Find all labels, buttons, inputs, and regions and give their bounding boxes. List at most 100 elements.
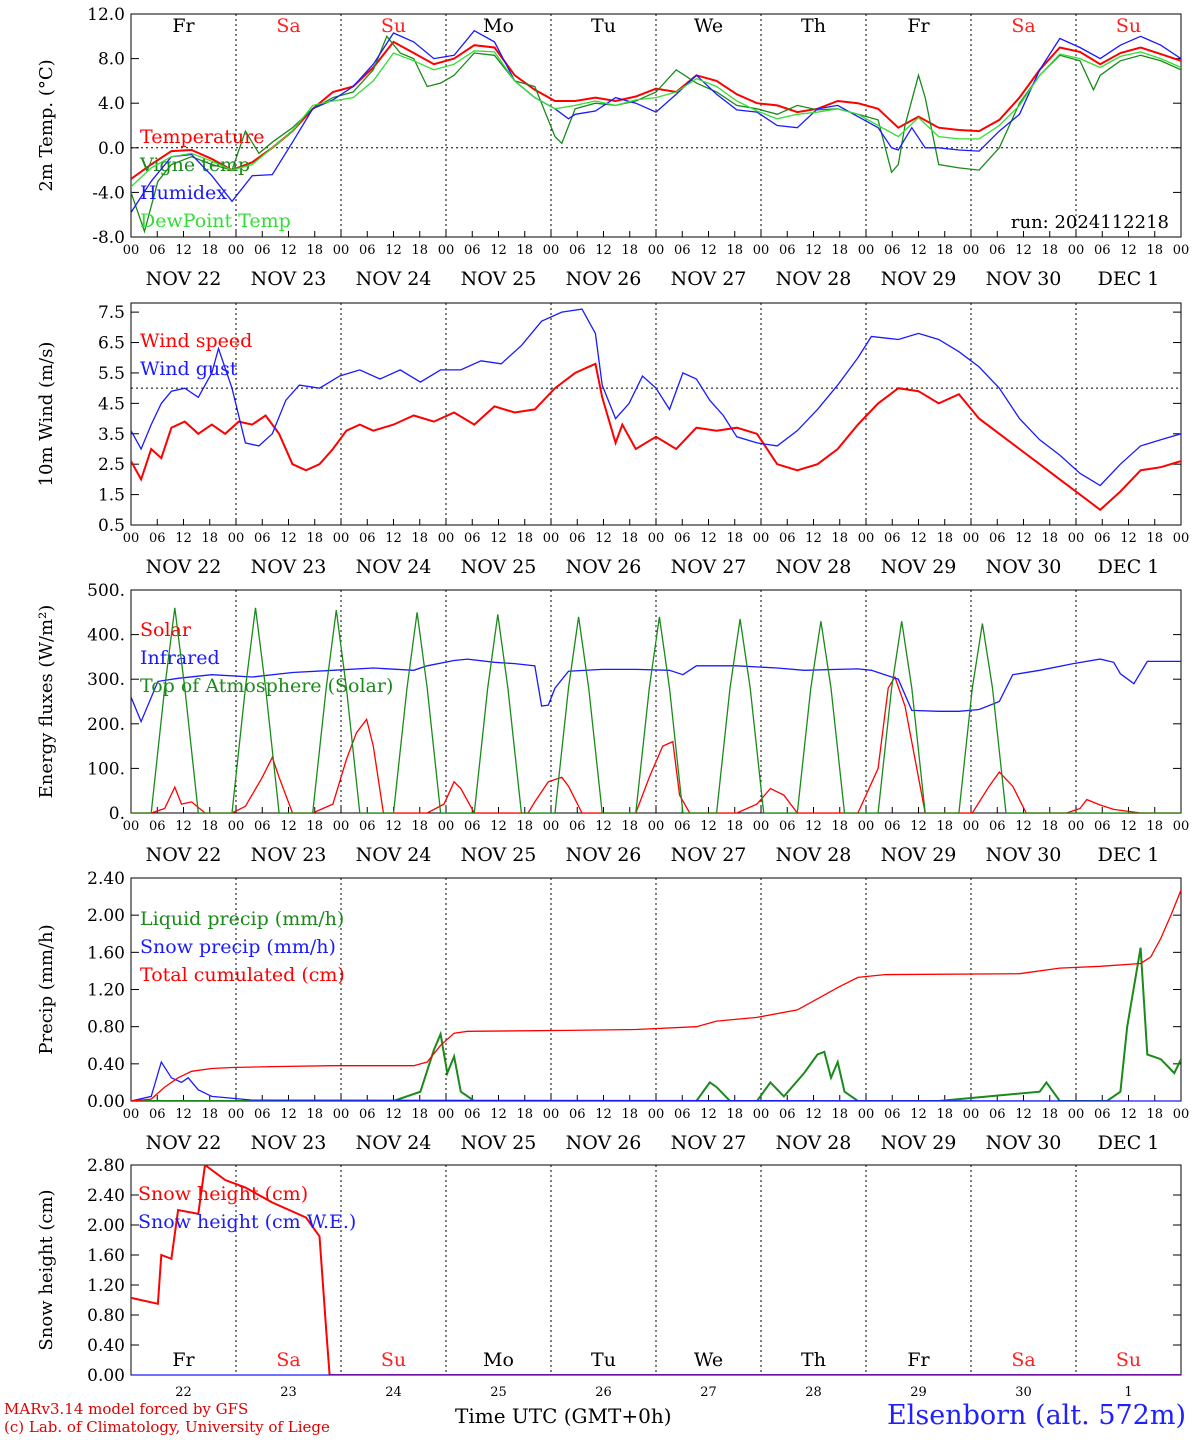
x-date-label: NOV 30 <box>986 1132 1062 1154</box>
x-hour-label: 06 <box>464 1107 481 1122</box>
x-day-label: 24 <box>385 1385 402 1400</box>
x-hour-label: 06 <box>359 531 376 546</box>
x-date-label: NOV 26 <box>566 268 642 290</box>
y-tick-label: 1.20 <box>87 981 125 1001</box>
x-hour-label: 18 <box>831 819 848 834</box>
x-hour-label: 06 <box>884 1107 901 1122</box>
legend-label: Wind gust <box>140 358 238 380</box>
x-hour-label: 12 <box>1120 531 1137 546</box>
y-tick-label: 0.00 <box>87 1366 125 1386</box>
y-tick-label: 3.5 <box>98 425 125 445</box>
x-hour-label: 12 <box>1015 819 1032 834</box>
x-day-label: 25 <box>490 1385 507 1400</box>
x-date-label: DEC 1 <box>1098 844 1160 866</box>
x-hour-label: 18 <box>1041 243 1058 258</box>
y-tick-label: 300. <box>87 670 125 690</box>
x-hour-label: 06 <box>884 243 901 258</box>
x-hour-label: 06 <box>884 531 901 546</box>
x-hour-label: 18 <box>1041 819 1058 834</box>
x-date-label: NOV 24 <box>356 556 432 578</box>
x-date-label: NOV 25 <box>461 268 537 290</box>
series-wind-gust <box>131 308 1181 487</box>
y-tick-label: 400. <box>87 626 125 646</box>
x-hour-label: 18 <box>621 531 638 546</box>
series-temperature <box>131 40 1181 180</box>
x-hour-label: 12 <box>805 243 822 258</box>
x-hour-label: 06 <box>779 1107 796 1122</box>
weekday-label: Th <box>801 15 826 37</box>
y-tick-label: 0.80 <box>87 1018 125 1038</box>
x-date-label: NOV 27 <box>671 556 747 578</box>
x-hour-label: 00 <box>963 531 980 546</box>
x-date-label: NOV 23 <box>251 1132 327 1154</box>
x-hour-label: 12 <box>805 1107 822 1122</box>
y-tick-label: 500. <box>87 581 125 601</box>
x-hour-label: 00 <box>333 819 350 834</box>
x-date-label: NOV 24 <box>356 844 432 866</box>
x-date-label: DEC 1 <box>1098 556 1160 578</box>
panel-2: 7.5 6.5 5.5 4.5 3.5 2.5 1.5 0.5 10m Wind (m/s) 00… <box>36 302 1190 578</box>
x-hour-label: 18 <box>306 243 323 258</box>
weekday-label: Su <box>381 15 406 37</box>
x-hour-label: 00 <box>648 1107 665 1122</box>
y-tick-label: 2.80 <box>87 1156 125 1176</box>
x-date-label: NOV 23 <box>251 844 327 866</box>
x-hour-label: 12 <box>805 819 822 834</box>
x-hour-label: 12 <box>595 531 612 546</box>
x-hour-label: 18 <box>936 819 953 834</box>
x-hour-label: 00 <box>438 1107 455 1122</box>
y-tick-label: 0.40 <box>87 1336 125 1356</box>
x-hour-label: 00 <box>228 819 245 834</box>
x-hour-label: 06 <box>254 1107 271 1122</box>
model-credit: MARv3.14 model forced by GFS <box>4 1400 249 1418</box>
panel-5: 2.80 2.40 2.00 1.60 1.20 0.80 0.40 0.00 Snow hei… <box>36 1156 1182 1400</box>
x-hour-label: 18 <box>621 243 638 258</box>
x-hour-label: 12 <box>1120 819 1137 834</box>
x-hour-label: 12 <box>385 243 402 258</box>
x-date-label: NOV 28 <box>776 268 852 290</box>
x-hour-label: 18 <box>516 1107 533 1122</box>
x-date-label: NOV 27 <box>671 1132 747 1154</box>
x-hour-label: 00 <box>1173 531 1190 546</box>
x-hour-label: 18 <box>621 1107 638 1122</box>
x-hour-label: 18 <box>621 819 638 834</box>
x-hour-label: 12 <box>700 819 717 834</box>
x-hour-label: 00 <box>333 1107 350 1122</box>
series-total-cumulated-cm <box>131 889 1181 1101</box>
x-hour-label: 12 <box>910 243 927 258</box>
y-tick-label: 4.0 <box>98 94 125 114</box>
x-hour-label: 18 <box>201 243 218 258</box>
x-hour-label: 18 <box>306 819 323 834</box>
x-hour-label: 00 <box>963 819 980 834</box>
x-hour-label: 12 <box>175 819 192 834</box>
x-hour-label: 00 <box>123 819 140 834</box>
y-tick-label: -4.0 <box>92 183 125 203</box>
x-date-label: DEC 1 <box>1098 268 1160 290</box>
y-tick-label: 7.5 <box>98 303 125 323</box>
y-tick-label: 8.0 <box>98 50 125 70</box>
x-hour-label: 18 <box>831 243 848 258</box>
x-hour-label: 00 <box>333 531 350 546</box>
x-hour-label: 00 <box>648 819 665 834</box>
weekday-label: We <box>694 1349 723 1371</box>
x-hour-label: 06 <box>254 819 271 834</box>
x-day-label: 27 <box>700 1385 717 1400</box>
x-hour-label: 12 <box>1015 531 1032 546</box>
x-hour-label: 18 <box>411 531 428 546</box>
x-hour-label: 12 <box>280 1107 297 1122</box>
x-hour-label: 18 <box>306 1107 323 1122</box>
x-hour-label: 00 <box>648 243 665 258</box>
panel-4: 2.40 2.00 1.60 1.20 0.80 0.40 0.00 Precip (mm/h… <box>36 869 1189 1154</box>
legend-label: Humidex <box>140 182 227 204</box>
x-hour-label: 00 <box>438 819 455 834</box>
x-hour-label: 06 <box>359 819 376 834</box>
x-hour-label: 00 <box>123 531 140 546</box>
y-tick-label: 0.80 <box>87 1306 125 1326</box>
x-day-label: 22 <box>175 1385 192 1400</box>
weekday-label: Sa <box>1011 15 1035 37</box>
x-hour-label: 06 <box>779 819 796 834</box>
series-dewpoint-temp <box>131 50 1181 188</box>
x-hour-label: 12 <box>910 531 927 546</box>
x-date-label: NOV 23 <box>251 556 327 578</box>
